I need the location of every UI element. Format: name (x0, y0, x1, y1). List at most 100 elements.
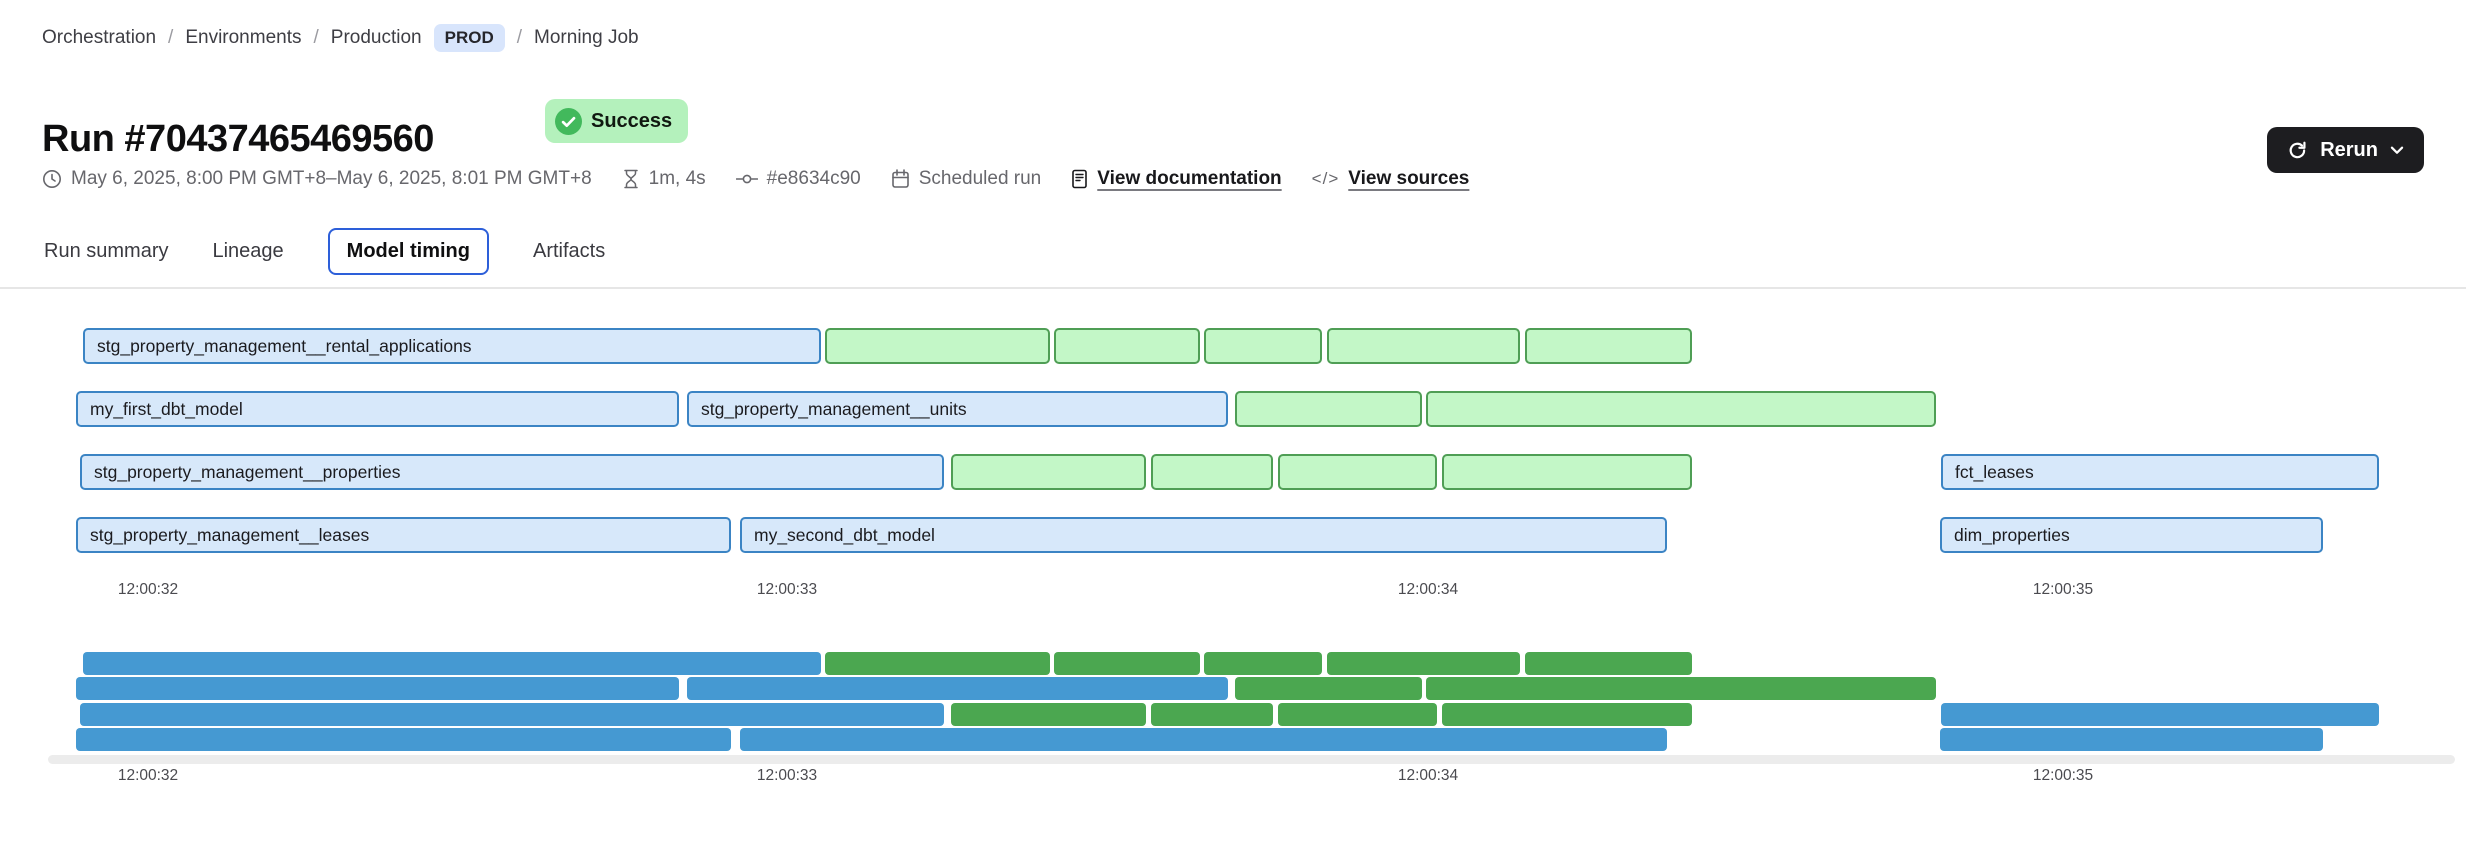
minimap-bar-test (1204, 652, 1322, 675)
status-badge-label: Success (591, 109, 673, 132)
environment-badge: PROD (433, 24, 505, 52)
gantt-bar-model[interactable]: stg_property_management__leases (76, 517, 731, 553)
check-circle-icon (555, 107, 582, 135)
gantt-bar-model[interactable]: dim_properties (1940, 517, 2323, 553)
gantt-bar-test[interactable] (1426, 391, 1936, 427)
minimap-time-axis: 12:00:32 12:00:33 12:00:34 12:00:35 (0, 767, 2466, 789)
minimap-bar-test (1054, 652, 1200, 675)
breadcrumb-item-production[interactable]: Production (330, 27, 422, 48)
gantt-bar-model[interactable]: my_second_dbt_model (740, 517, 1667, 553)
minimap-bar-model (80, 703, 944, 726)
gantt-bar-test[interactable] (1442, 454, 1692, 490)
commit-sha: #e8634c90 (735, 168, 861, 190)
gantt-bar-test[interactable] (1525, 328, 1692, 364)
view-sources[interactable]: </> View sources (1312, 168, 1470, 190)
gantt-bar-label: fct_leases (1955, 461, 2034, 482)
breadcrumb-item-environments[interactable]: Environments (185, 27, 302, 48)
minimap-bar-test (1426, 677, 1936, 700)
minimap-bar-model (1941, 703, 2379, 726)
gantt-bar-label: my_second_dbt_model (754, 524, 935, 545)
chevron-down-icon (2390, 146, 2404, 155)
run-trigger: Scheduled run (891, 168, 1042, 190)
gantt-bar-label: dim_properties (1954, 524, 2070, 545)
gantt-bar-model[interactable]: stg_property_management__properties (80, 454, 944, 490)
minimap-bar-test (1525, 652, 1692, 675)
minimap-bar-model (687, 677, 1228, 700)
run-time-range: May 6, 2025, 8:00 PM GMT+8–May 6, 2025, … (42, 168, 592, 190)
axis-tick-label: 12:00:33 (756, 581, 818, 598)
commit-sha-label: #e8634c90 (766, 168, 861, 189)
rerun-button-label: Rerun (2320, 138, 2378, 161)
minimap-bar-test (1235, 677, 1422, 700)
gantt-bar-label: my_first_dbt_model (90, 398, 243, 419)
gantt-bar-label: stg_property_management__rental_applicat… (97, 335, 472, 356)
axis-tick-label: 12:00:33 (756, 767, 818, 784)
gantt-bar-test[interactable] (1151, 454, 1273, 490)
gantt-bar-test[interactable] (1327, 328, 1520, 364)
run-trigger-label: Scheduled run (918, 168, 1042, 189)
rerun-button[interactable]: Rerun (2267, 127, 2424, 173)
axis-tick-label: 12:00:35 (2032, 767, 2094, 784)
minimap-bar-test (1278, 703, 1437, 726)
gantt-bar-test[interactable] (1204, 328, 1322, 364)
breadcrumb-separator: / (168, 27, 174, 48)
gantt-bar-test[interactable] (951, 454, 1146, 490)
minimap-bar-test (1442, 703, 1692, 726)
horizontal-scrollbar[interactable] (48, 755, 2455, 764)
run-duration-label: 1m, 4s (648, 168, 706, 189)
calendar-icon (891, 169, 910, 189)
status-badge: Success (545, 99, 689, 143)
tab-lineage[interactable]: Lineage (212, 240, 284, 262)
gantt-bar-test[interactable] (825, 328, 1050, 364)
code-icon: </> (1311, 169, 1340, 188)
minimap-bar-test (825, 652, 1050, 675)
breadcrumb: Orchestration / Environments / Productio… (42, 24, 639, 52)
view-documentation-link[interactable]: View documentation (1097, 168, 1282, 189)
hourglass-icon (622, 169, 640, 189)
refresh-icon (2287, 140, 2308, 161)
tab-bar: Run summary Lineage Model timing Artifac… (44, 228, 605, 275)
minimap-bar-model (83, 652, 821, 675)
tab-model-timing[interactable]: Model timing (327, 228, 489, 275)
minimap-bar-test (1327, 652, 1520, 675)
breadcrumb-item-morning-job[interactable]: Morning Job (534, 27, 639, 48)
breadcrumb-item-orchestration[interactable]: Orchestration (42, 27, 157, 48)
view-sources-link[interactable]: View sources (1348, 168, 1470, 189)
axis-tick-label: 12:00:35 (2032, 581, 2094, 598)
axis-tick-label: 12:00:34 (1397, 767, 1459, 784)
breadcrumb-separator: / (313, 27, 319, 48)
gantt-time-axis: 12:00:32 12:00:33 12:00:34 12:00:35 (0, 581, 2466, 603)
gantt-bar-model[interactable]: my_first_dbt_model (76, 391, 679, 427)
tabs-divider (0, 287, 2466, 289)
tab-artifacts[interactable]: Artifacts (533, 240, 606, 262)
minimap-bar-model (1940, 728, 2323, 751)
minimap-bar-test (1151, 703, 1273, 726)
breadcrumb-separator: / (516, 27, 523, 48)
gantt-bar-label: stg_property_management__units (701, 398, 967, 419)
axis-tick-label: 12:00:32 (117, 581, 179, 598)
axis-tick-label: 12:00:32 (117, 767, 179, 784)
gantt-bar-model[interactable]: stg_property_management__rental_applicat… (83, 328, 821, 364)
run-time-range-label: May 6, 2025, 8:00 PM GMT+8–May 6, 2025, … (71, 168, 592, 189)
minimap-bar-test (951, 703, 1146, 726)
gantt-bar-model[interactable]: stg_property_management__units (687, 391, 1228, 427)
run-duration: 1m, 4s (622, 168, 706, 190)
clock-icon (42, 169, 62, 189)
document-icon (1071, 169, 1088, 189)
gantt-bar-test[interactable] (1054, 328, 1200, 364)
gantt-bar-label: stg_property_management__leases (90, 524, 370, 545)
tab-run-summary[interactable]: Run summary (44, 240, 169, 262)
gantt-bar-label: stg_property_management__properties (94, 461, 401, 482)
gantt-bar-test[interactable] (1278, 454, 1437, 490)
axis-tick-label: 12:00:34 (1397, 581, 1459, 598)
minimap-bar-model (740, 728, 1667, 751)
page-title: Run #70437465469560 (42, 118, 434, 161)
view-documentation[interactable]: View documentation (1071, 168, 1282, 190)
commit-icon (735, 172, 758, 186)
run-meta-row: May 6, 2025, 8:00 PM GMT+8–May 6, 2025, … (42, 168, 1469, 190)
gantt-minimap[interactable] (0, 652, 2466, 752)
gantt-bar-model[interactable]: fct_leases (1941, 454, 2379, 490)
gantt-bar-test[interactable] (1235, 391, 1422, 427)
minimap-bar-model (76, 728, 731, 751)
model-timing-gantt: stg_property_management__rental_applicat… (0, 328, 2466, 554)
